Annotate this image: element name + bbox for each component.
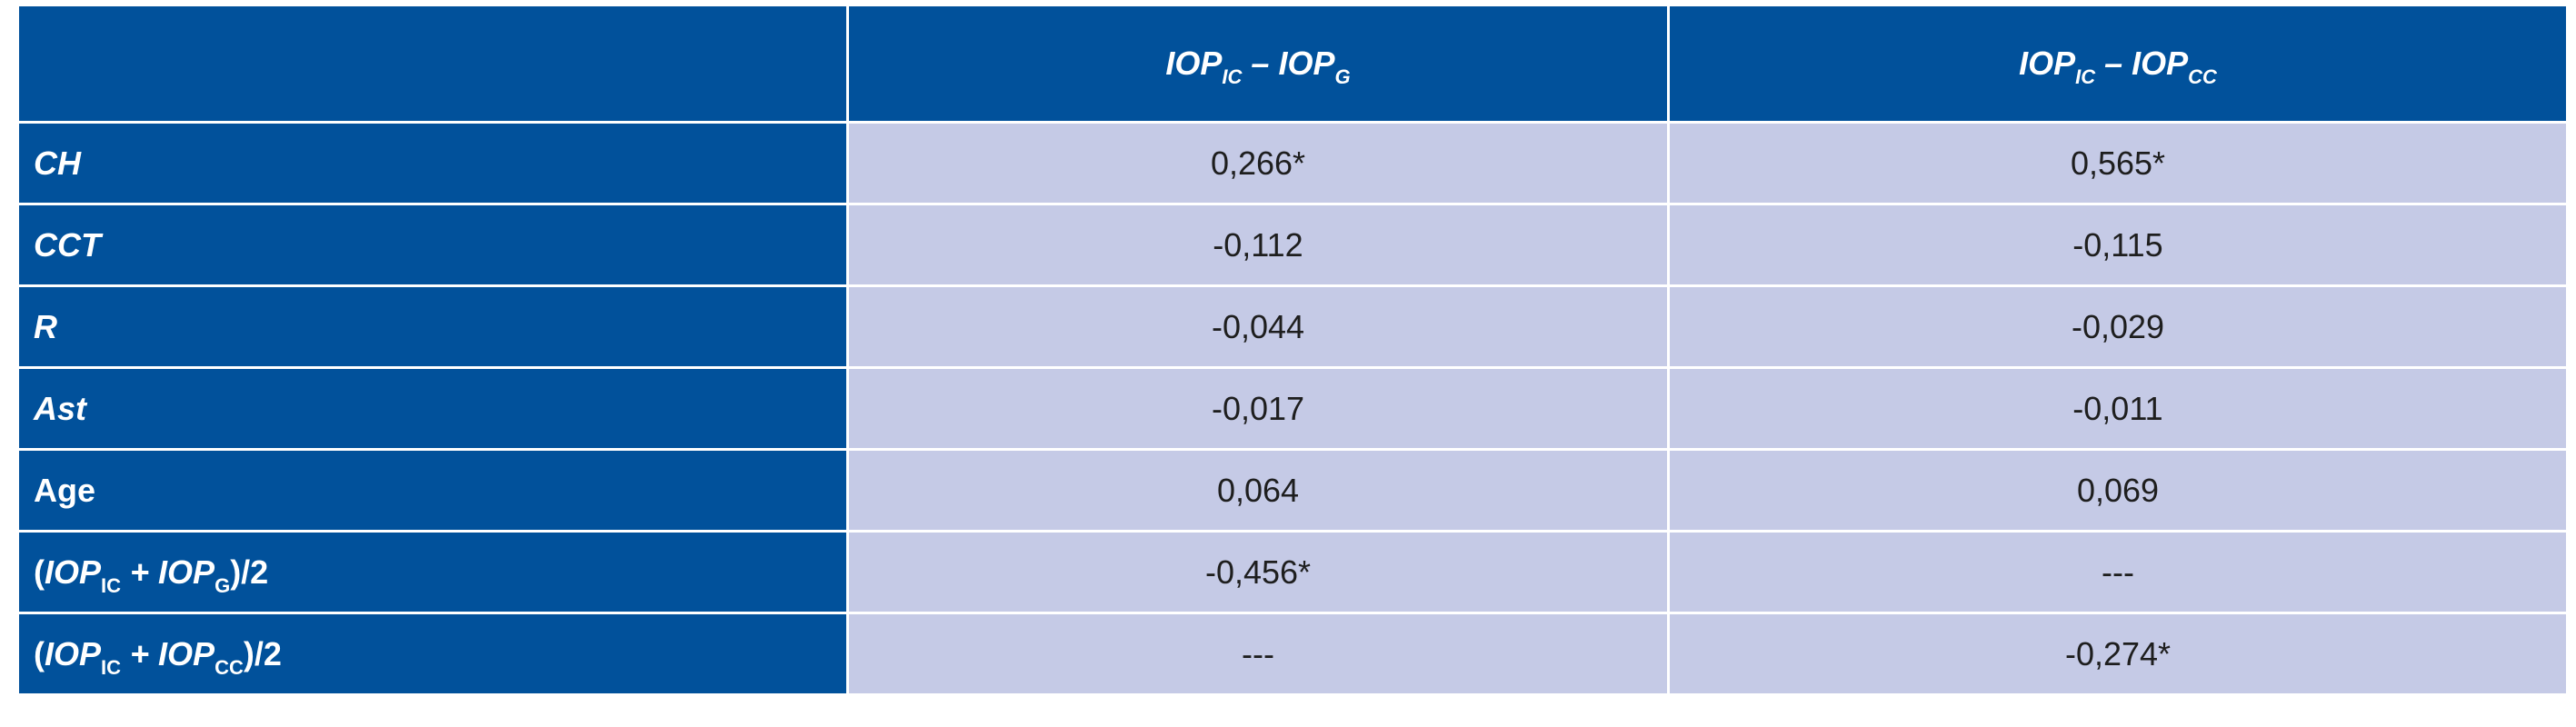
label-text: )/2 [243, 634, 282, 672]
label-text: )/2 [230, 553, 269, 591]
value-cell: -0,011 [1667, 366, 2569, 451]
value-cell: --- [1667, 530, 2569, 614]
label-text: ( [34, 634, 45, 672]
results-table: IOPIC – IOPG IOPIC – IOPCC CH 0,266* 0,565… [16, 4, 2569, 696]
value-cell: -0,115 [1667, 203, 2569, 287]
table-body: IOPIC – IOPG IOPIC – IOPCC CH 0,266* 0,565… [16, 4, 2569, 696]
label-text: CH [34, 144, 81, 182]
value-cell: 0,069 [1667, 448, 2569, 533]
row-label: CH [16, 121, 849, 205]
value-cell: --- [846, 612, 1670, 696]
value-cell: -0,017 [846, 366, 1670, 451]
row-label: CCT [16, 203, 849, 287]
table-row: CH 0,266* 0,565* [16, 121, 2569, 205]
label-text: IOP [45, 553, 102, 591]
subscript: CC [2188, 65, 2217, 88]
subscript: CC [215, 655, 244, 679]
value-cell: -0,456* [846, 530, 1670, 614]
header-cell: IOPIC – IOPCC [1667, 4, 2569, 124]
value-cell: -0,112 [846, 203, 1670, 287]
header-text: IOP [1165, 45, 1223, 82]
subscript: G [1334, 65, 1351, 88]
row-label: Age [16, 448, 849, 533]
label-text: + IOP [121, 553, 215, 591]
value-cell: -0,044 [846, 284, 1670, 369]
label-text: Ast [34, 389, 87, 427]
label-text: R [34, 307, 57, 345]
label-text: + IOP [121, 634, 215, 672]
subscript: IC [101, 655, 122, 679]
label-text: CCT [34, 225, 101, 264]
table-row: Age 0,064 0,069 [16, 448, 2569, 533]
subscript: G [215, 573, 231, 597]
subscript: IC [101, 573, 122, 597]
value-cell: 0,565* [1667, 121, 2569, 205]
label-text: IOP [45, 634, 102, 672]
row-label: R [16, 284, 849, 369]
table-row: CCT -0,112 -0,115 [16, 203, 2569, 287]
value-cell: -0,029 [1667, 284, 2569, 369]
table-row: Ast -0,017 -0,011 [16, 366, 2569, 451]
header-cell [16, 4, 849, 124]
table-row: (IOPIC + IOPCC)/2 --- -0,274* [16, 612, 2569, 696]
value-cell: -0,274* [1667, 612, 2569, 696]
table-row: R -0,044 -0,029 [16, 284, 2569, 369]
header-text: – IOP [2095, 45, 2189, 82]
label-text: ( [34, 553, 45, 591]
header-row: IOPIC – IOPG IOPIC – IOPCC [16, 4, 2569, 124]
table-row: (IOPIC + IOPG)/2 -0,456* --- [16, 530, 2569, 614]
subscript: IC [2075, 65, 2096, 88]
value-cell: 0,064 [846, 448, 1670, 533]
row-label: (IOPIC + IOPCC)/2 [16, 612, 849, 696]
header-text: IOP [2019, 45, 2076, 82]
row-label: (IOPIC + IOPG)/2 [16, 530, 849, 614]
header-cell: IOPIC – IOPG [846, 4, 1670, 124]
header-text: – IOP [1242, 45, 1335, 82]
label-text: Age [34, 471, 96, 509]
subscript: IC [1222, 65, 1243, 88]
row-label: Ast [16, 366, 849, 451]
value-cell: 0,266* [846, 121, 1670, 205]
